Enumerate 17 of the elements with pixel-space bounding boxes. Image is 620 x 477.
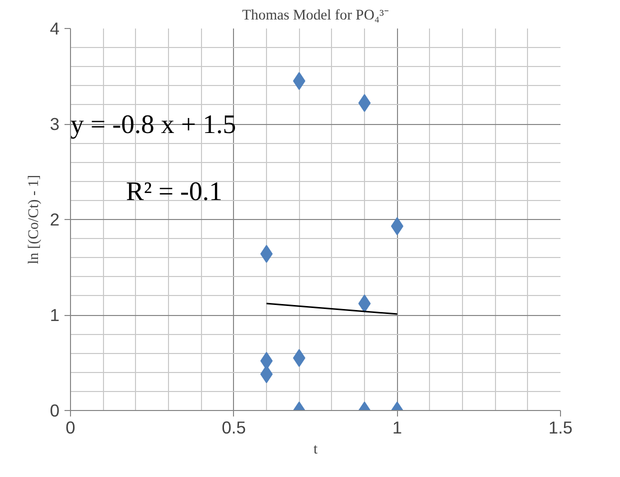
y-tick-label: 2 — [50, 210, 60, 230]
y-axis-title: ln [(Co/Ct) - 1] — [26, 174, 42, 264]
annotation: R² = -0.1 — [126, 176, 222, 206]
x-tick-label: 1 — [392, 418, 402, 438]
point — [358, 94, 371, 112]
x-tick-label: 0.5 — [222, 418, 246, 438]
y-tick-label: 3 — [50, 114, 60, 134]
y-tick-label: 4 — [50, 18, 60, 38]
x-tick-label: 0 — [66, 418, 76, 438]
point — [260, 244, 273, 263]
y-tick-label: 1 — [50, 305, 60, 325]
point — [358, 294, 371, 313]
x-axis-title: t — [313, 442, 318, 458]
x-tick-label: 1.5 — [548, 418, 573, 438]
annotation: y = -0.8 x + 1.5 — [70, 109, 236, 139]
chart-title: Thomas Model for PO₄³⁻ — [242, 8, 389, 24]
y-tick-label: 0 — [50, 400, 60, 420]
